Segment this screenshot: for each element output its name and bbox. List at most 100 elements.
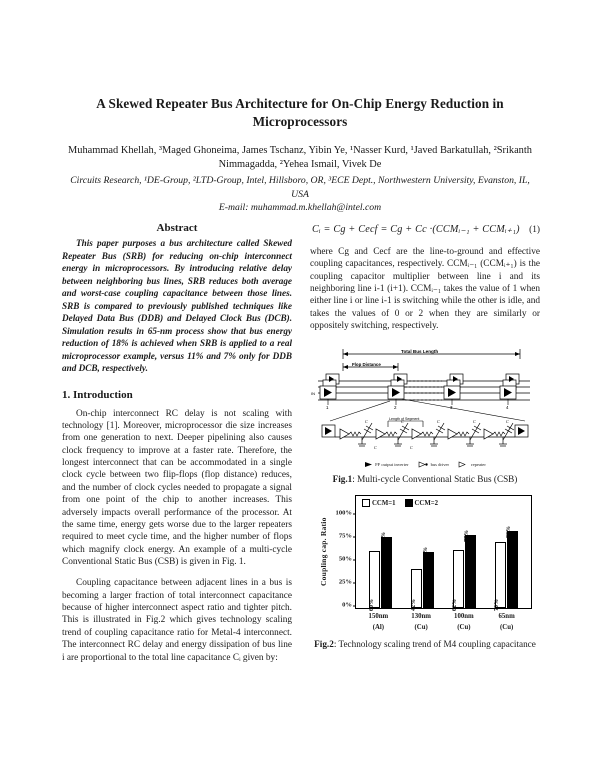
bar-ccm1-65nm: 70% bbox=[494, 541, 506, 612]
bar-ccm1-150nm: 60% bbox=[368, 551, 381, 612]
bar-group-100nm: 62% 77% bbox=[452, 530, 476, 612]
legend-label-0: FF output inverter bbox=[375, 461, 409, 467]
bar-group-65nm: 70% 82% bbox=[494, 526, 518, 612]
x-tick-node-3: 65nm bbox=[498, 613, 515, 621]
bar-ccm2-100nm: 77% bbox=[464, 530, 476, 609]
svg-text:3: 3 bbox=[450, 405, 453, 410]
bar-ccm1-130nm: 42% bbox=[410, 568, 423, 612]
bar-value-ccm1-100nm: 62% bbox=[452, 599, 459, 612]
svg-text:C: C bbox=[365, 419, 368, 424]
equation-row: Cᵢ = Cg + Cecf = Cg + Cc ·(CCMᵢ₋₁ + CCMᵢ… bbox=[310, 224, 540, 235]
bar-value-ccm2-65nm: 82% bbox=[506, 525, 513, 538]
bar-ccm1-100nm: 62% bbox=[452, 549, 464, 612]
figure-1-diagram: IN 1 2 3 4 bbox=[311, 348, 530, 450]
chart-y-axis-ticks: 100% 75% 50% 25% 0% bbox=[329, 495, 357, 609]
x-tick-node-1: 130nm bbox=[411, 613, 431, 621]
x-tick-material-1: (Cu) bbox=[414, 623, 428, 631]
figure-2-caption-text: : Technology scaling trend of M4 couplin… bbox=[333, 638, 536, 649]
svg-text:Length of Segment: Length of Segment bbox=[389, 417, 419, 421]
svg-text:C: C bbox=[410, 445, 413, 450]
equation-1: Cᵢ = Cg + Cecf = Cg + Cc ·(CCMᵢ₋₁ + CCMᵢ… bbox=[312, 224, 520, 235]
svg-text:2: 2 bbox=[394, 405, 397, 410]
bar-ccm2-65nm: 82% bbox=[506, 526, 518, 609]
bar-ccm2-130nm: 59% bbox=[423, 547, 435, 609]
chart-legend-item-ccm2: CCM=2 bbox=[404, 499, 439, 508]
chart-legend-label-0: CCM=1 bbox=[372, 499, 396, 507]
chart-plot-area: CCM=1 CCM=2 60% bbox=[355, 495, 532, 612]
ff-output-inverter-icon bbox=[365, 461, 373, 467]
bus-driver-icon bbox=[418, 461, 428, 467]
x-tick-65nm: 65nm (Cu) bbox=[494, 612, 520, 632]
equation-explanation: where Cg and Cecf are the line-to-ground… bbox=[310, 247, 540, 332]
x-tick-material-3: (Cu) bbox=[500, 623, 514, 631]
figure-1: IN 1 2 3 4 bbox=[310, 343, 540, 486]
abstract-text: This paper purposes a bus architecture c… bbox=[62, 238, 292, 374]
x-tick-node-2: 100nm bbox=[454, 613, 474, 621]
introduction-heading: 1. Introduction bbox=[62, 388, 133, 401]
svg-text:1: 1 bbox=[326, 405, 329, 410]
chart-bars: 60% 75% 42% bbox=[356, 513, 531, 612]
svg-text:C: C bbox=[473, 419, 476, 424]
intro-paragraph-2: Coupling capacitance between adjacent li… bbox=[62, 578, 292, 663]
chart-x-axis: 150nm (Al) 130nm (Cu) 100nm (Cu) 65nm bbox=[353, 609, 532, 632]
svg-text:C: C bbox=[506, 419, 509, 424]
left-column: Abstract This paper purposes a bus archi… bbox=[62, 222, 292, 664]
chart-y-axis-label: Coupling cap. Ratio bbox=[319, 518, 328, 587]
figure-1-caption-label: Fig.1 bbox=[332, 473, 353, 484]
intro-paragraph-1: On-chip interconnect RC delay is not sca… bbox=[62, 408, 292, 567]
chart-legend-label-1: CCM=2 bbox=[414, 499, 439, 507]
title-block: A Skewed Repeater Bus Architecture for O… bbox=[62, 95, 538, 213]
svg-text:C: C bbox=[437, 419, 440, 424]
equation-number: (1) bbox=[529, 225, 540, 235]
y-tick-50: 50% bbox=[338, 555, 357, 563]
y-tick-75: 75% bbox=[338, 532, 357, 540]
legend-swatch-ccm1 bbox=[362, 499, 370, 508]
x-tick-material-0: (Al) bbox=[372, 623, 385, 631]
figure-1-caption: Fig.1: Multi-cycle Conventional Static B… bbox=[310, 474, 540, 486]
figure-1-legend: FF output inverter bus driver repea bbox=[310, 461, 540, 468]
svg-text:4: 4 bbox=[506, 405, 509, 410]
legend-ff-output-inverter: FF output inverter bbox=[364, 461, 409, 468]
chart-inner: Coupling cap. Ratio 100% 75% 50% 25% 0% bbox=[318, 495, 532, 612]
bar-value-ccm1-65nm: 70% bbox=[494, 599, 501, 612]
bar-value-ccm1-130nm: 42% bbox=[410, 599, 417, 612]
bar-value-ccm2-100nm: 77% bbox=[464, 530, 471, 543]
svg-text:IN: IN bbox=[311, 391, 315, 396]
legend-label-2: repeater bbox=[471, 461, 486, 467]
figure-2: Coupling cap. Ratio 100% 75% 50% 25% 0% bbox=[310, 495, 540, 650]
abstract-heading: Abstract bbox=[156, 222, 198, 234]
x-tick-130nm: 130nm (Cu) bbox=[408, 612, 434, 632]
bar-value-ccm1-150nm: 60% bbox=[368, 599, 375, 612]
bar-ccm2-150nm: 75% bbox=[381, 532, 393, 609]
legend-label-1: bus driver bbox=[430, 461, 450, 467]
x-tick-material-2: (Cu) bbox=[457, 623, 471, 631]
svg-text:C: C bbox=[374, 445, 377, 450]
page-title: A Skewed Repeater Bus Architecture for O… bbox=[96, 96, 504, 129]
y-tick-0: 0% bbox=[342, 601, 356, 609]
repeater-icon bbox=[458, 461, 466, 467]
x-tick-100nm: 100nm (Cu) bbox=[451, 612, 477, 632]
right-column: Cᵢ = Cg + Cecf = Cg + Cc ·(CCMᵢ₋₁ + CCMᵢ… bbox=[310, 222, 540, 664]
author-list: Muhammad Khellah, ³Maged Ghoneima, James… bbox=[68, 144, 532, 171]
chart-legend-item-ccm1: CCM=1 bbox=[362, 499, 396, 508]
chart-legend: CCM=1 CCM=2 bbox=[362, 499, 439, 508]
x-tick-node-0: 150nm bbox=[368, 613, 389, 621]
figure-2-caption: Fig.2: Technology scaling trend of M4 co… bbox=[310, 639, 540, 651]
chart-coupling-cap-ratio: Coupling cap. Ratio 100% 75% 50% 25% 0% bbox=[318, 495, 532, 632]
y-tick-25: 25% bbox=[338, 578, 357, 586]
legend-bus-driver: bus driver bbox=[418, 461, 450, 468]
x-tick-150nm: 150nm (Al) bbox=[365, 612, 391, 632]
body-columns: Abstract This paper purposes a bus archi… bbox=[62, 222, 540, 664]
figure-2-caption-label: Fig.2 bbox=[314, 638, 334, 649]
legend-repeater: repeater bbox=[458, 461, 486, 468]
bar-value-ccm2-150nm: 75% bbox=[380, 532, 387, 545]
svg-text:Flop Distance: Flop Distance bbox=[352, 362, 381, 367]
bar-value-ccm2-130nm: 59% bbox=[422, 547, 429, 560]
email-line: E-mail: muhammad.m.khellah@intel.com bbox=[218, 202, 382, 214]
legend-swatch-ccm2 bbox=[404, 499, 413, 508]
y-tick-100: 100% bbox=[335, 509, 357, 517]
bar-group-150nm: 60% 75% bbox=[368, 532, 393, 612]
figure-1-caption-text: : Multi-cycle Conventional Static Bus (C… bbox=[352, 473, 518, 484]
svg-text:C: C bbox=[401, 419, 404, 424]
